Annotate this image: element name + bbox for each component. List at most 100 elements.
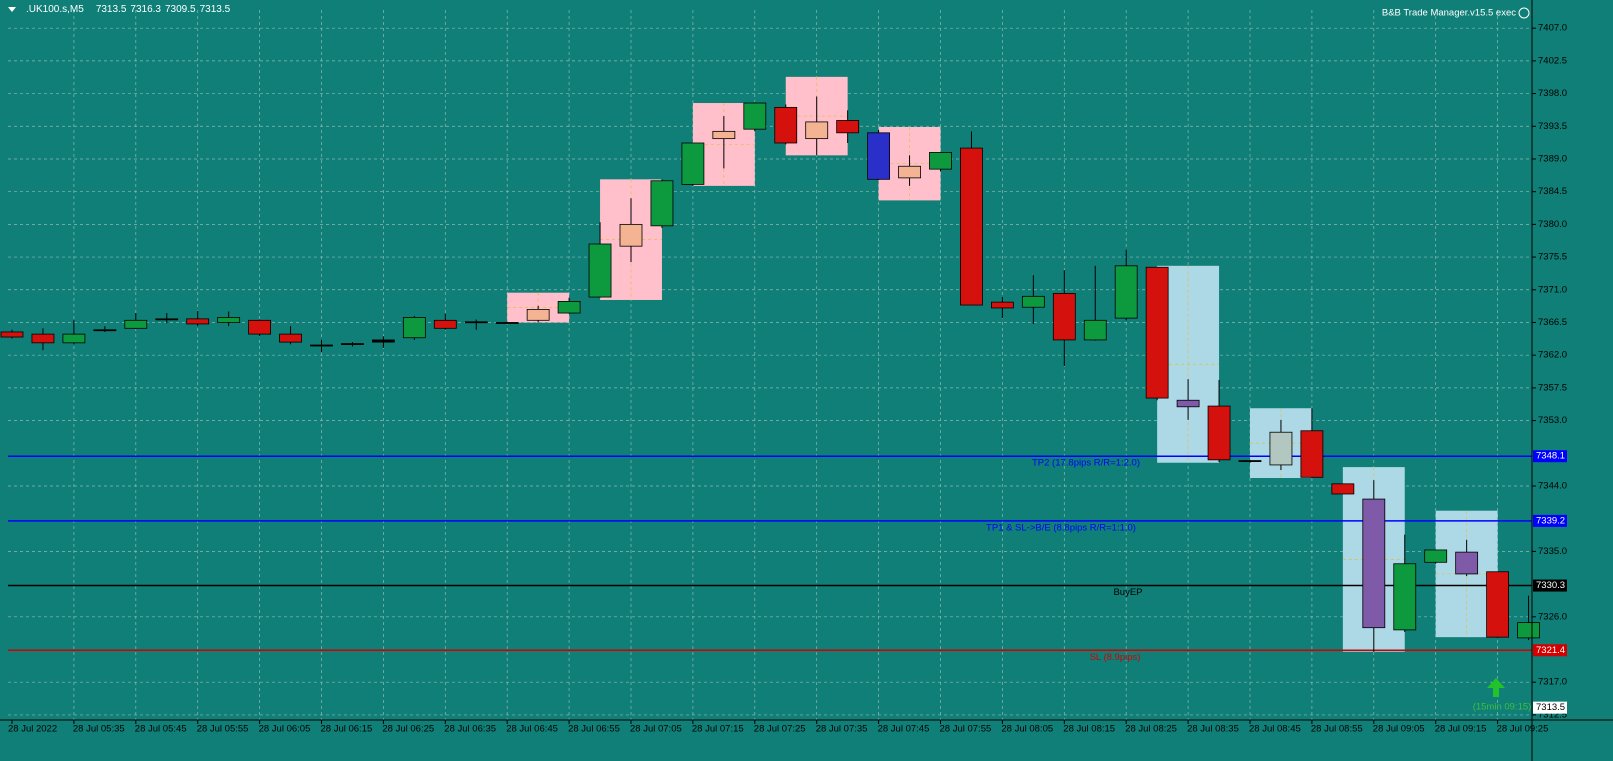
price-tag [1533,450,1567,463]
y-tick-label: 7384.5 [1538,186,1567,197]
y-tick-label: 7353.0 [1538,415,1567,426]
level-label: TP2 (17.8pips R/R=1:2.0) [1032,458,1140,469]
ohlc-low: 7309.5 [165,4,196,15]
ohlc-open: 7313.5 [95,4,127,15]
candle-body [743,102,767,130]
candle-body [774,106,798,144]
candle-body [62,333,86,344]
candle-body [1424,549,1448,563]
indicator-icon [1518,7,1530,19]
candle-body [1517,622,1540,639]
price-tag-label: 7321.4 [1536,645,1565,656]
price-tag [1533,579,1567,592]
y-tick-label: 7407.0 [1538,23,1567,34]
y-tick-label: 7398.0 [1538,88,1567,99]
candle-body [279,333,302,343]
candle-body [1083,319,1107,341]
x-tick-label: 28 Jul 08:15 [1063,724,1115,735]
x-tick-label: 28 Jul 05:55 [197,724,249,735]
x-tick-label: 28 Jul 09:05 [1373,724,1425,735]
y-tick-label: 7317.0 [1538,677,1567,688]
candle-body [619,223,643,247]
candle-body [836,120,860,134]
candle-body [433,319,457,329]
x-tick-label: 28 Jul 2022 [8,724,57,735]
candle-body [1021,295,1045,308]
candle-body [588,243,612,298]
x-tick-label: 28 Jul 06:45 [506,724,558,735]
level-label: TP1 & SL->B/E (8.8pips R/R=1:1.0) [986,522,1136,533]
x-tick-label: 28 Jul 07:55 [940,724,992,735]
candle-body [1238,460,1262,462]
candle-body [1145,266,1169,399]
candle-body [1269,431,1293,466]
x-tick-label: 28 Jul 08:55 [1311,724,1363,735]
candle-body [1486,571,1509,638]
x-tick-label: 28 Jul 06:05 [259,724,311,735]
candle-body [371,339,395,343]
candle-body [1114,265,1138,319]
indicator-label: B&B Trade Manager.v15.5 exec [1382,8,1516,19]
x-tick-label: 28 Jul 09:25 [1497,724,1549,735]
y-tick-label: 7357.5 [1538,382,1567,393]
candle-body [0,331,24,338]
candle-body [1300,430,1324,478]
current-price-tag [1533,701,1567,714]
candle-body [464,321,488,324]
candle-body [867,132,890,180]
y-tick-label: 7312.5 [1538,709,1567,720]
candle-body [155,318,179,321]
candle-body [1052,293,1076,341]
candle-body [341,343,364,345]
y-tick-label: 7380.0 [1538,219,1567,230]
x-tick-label: 28 Jul 06:35 [444,724,496,735]
level-label: SL (8.9pips) [1090,652,1141,663]
annotation: (15min 09:15) [1473,702,1532,713]
y-tick-label: 7402.5 [1538,55,1567,66]
y-tick-label: 7389.0 [1538,153,1567,164]
y-tick-label: 7371.0 [1538,284,1567,295]
candle-body [495,322,519,324]
y-tick-label: 7344.0 [1538,481,1567,492]
x-tick-label: 28 Jul 07:15 [692,724,744,735]
candle-body [186,318,210,325]
y-tick-label: 7375.5 [1538,252,1567,263]
x-tick-label: 28 Jul 06:55 [568,724,620,735]
price-tag-label: 7339.2 [1536,515,1565,526]
x-tick-label: 28 Jul 06:15 [321,724,373,735]
x-tick-label: 28 Jul 07:25 [754,724,806,735]
candle-body [1207,405,1231,461]
y-tick-label: 7326.0 [1538,611,1567,622]
ohlc-close: 7313.5 [199,4,231,15]
signal-arrow [1487,678,1505,697]
candle-body [712,130,736,140]
x-tick-label: 28 Jul 07:45 [878,724,930,735]
current-price-label: 7313.5 [1536,702,1565,713]
candle-body [31,333,55,344]
candle-body [124,319,148,329]
candle-body [650,180,674,227]
candle-body [805,121,829,140]
x-tick-label: 28 Jul 09:15 [1435,724,1487,735]
level-label: BuyEP [1113,587,1142,598]
candle-body [1393,563,1417,631]
price-tag [1533,644,1567,657]
candle-body [526,309,550,321]
y-tick-label: 7335.0 [1538,546,1567,557]
ohlc-high: 7316.3 [130,4,161,15]
menu-arrow[interactable] [8,7,16,12]
candle-body [1362,498,1386,629]
candle-body [557,301,581,314]
symbol-title: .UK100.s,M5 [26,4,84,15]
candle-body [929,152,952,170]
x-tick-label: 28 Jul 07:35 [816,724,868,735]
candle-body [402,317,426,339]
candle-body [310,344,333,347]
candle-body [248,319,272,335]
price-tag [1533,514,1567,527]
candle-body [960,147,983,306]
candle-body [1176,399,1200,408]
candle-body [1331,483,1355,495]
